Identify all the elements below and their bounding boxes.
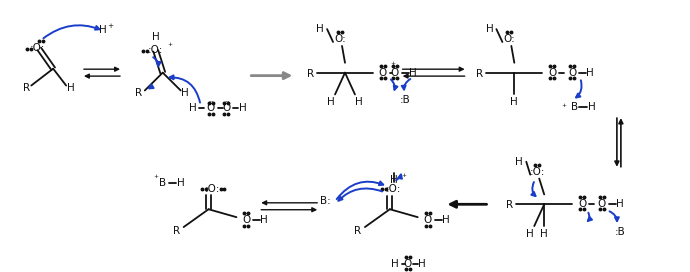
Text: Ö: Ö	[206, 103, 215, 113]
Text: H: H	[181, 88, 188, 98]
Text: :B: :B	[400, 95, 410, 105]
Text: ·: ·	[217, 103, 220, 113]
Text: ·: ·	[217, 103, 220, 113]
Text: H: H	[316, 24, 324, 34]
Text: H: H	[355, 97, 363, 107]
Text: H: H	[511, 97, 518, 107]
Text: :O:: :O:	[148, 45, 164, 55]
Text: H: H	[189, 103, 197, 113]
Text: Ö:: Ö:	[334, 34, 346, 44]
Text: H: H	[409, 68, 417, 78]
Text: B: B	[159, 178, 166, 187]
Text: H: H	[526, 229, 534, 239]
Text: H: H	[616, 199, 624, 209]
Text: $^+$: $^+$	[400, 172, 408, 181]
Text: R: R	[23, 84, 30, 94]
Text: H: H	[152, 32, 159, 42]
Text: Ö: Ö	[568, 68, 576, 78]
Text: H: H	[67, 84, 75, 94]
Text: R: R	[476, 69, 483, 79]
Text: R: R	[355, 226, 362, 236]
Text: $^+$: $^+$	[560, 103, 568, 112]
Text: B:: B:	[319, 196, 331, 206]
Text: :B: :B	[615, 227, 625, 237]
Text: $^+$: $^+$	[152, 173, 159, 182]
Text: Ö: Ö	[548, 68, 556, 78]
Text: H: H	[588, 102, 596, 112]
Text: Ö: Ö	[404, 259, 412, 269]
Text: :O:: :O:	[30, 43, 45, 53]
Text: H: H	[515, 157, 523, 167]
Text: Ö: Ö	[578, 199, 586, 209]
Text: R: R	[135, 88, 142, 98]
Text: :O:: :O:	[205, 184, 220, 194]
Text: H: H	[391, 259, 399, 269]
Text: Ö: Ö	[242, 215, 250, 225]
Text: ·: ·	[201, 103, 204, 113]
Text: H: H	[390, 175, 397, 184]
Text: R: R	[306, 69, 314, 79]
Text: H$^+$: H$^+$	[97, 23, 115, 36]
Text: H: H	[418, 259, 426, 269]
Text: Ö:: Ö:	[504, 34, 515, 44]
Text: H: H	[260, 215, 268, 225]
Text: Ö: Ö	[598, 199, 606, 209]
Text: :O:: :O:	[529, 167, 545, 177]
Text: H: H	[177, 178, 184, 187]
Text: R: R	[506, 200, 513, 210]
Text: Ö: Ö	[391, 68, 399, 78]
Text: Ö: Ö	[379, 68, 387, 78]
Text: H: H	[486, 24, 493, 34]
Text: H: H	[442, 215, 449, 225]
Text: H: H	[239, 103, 246, 113]
Text: B: B	[571, 102, 578, 112]
Text: $^+$: $^+$	[389, 60, 397, 69]
Text: Ö: Ö	[424, 215, 432, 225]
Text: $^+$: $^+$	[166, 41, 173, 50]
Text: R: R	[173, 226, 180, 236]
Text: H: H	[327, 97, 335, 107]
Text: H: H	[586, 68, 594, 78]
Text: :O:: :O:	[386, 184, 402, 194]
Text: Ö: Ö	[222, 103, 230, 113]
Text: H: H	[540, 229, 548, 239]
